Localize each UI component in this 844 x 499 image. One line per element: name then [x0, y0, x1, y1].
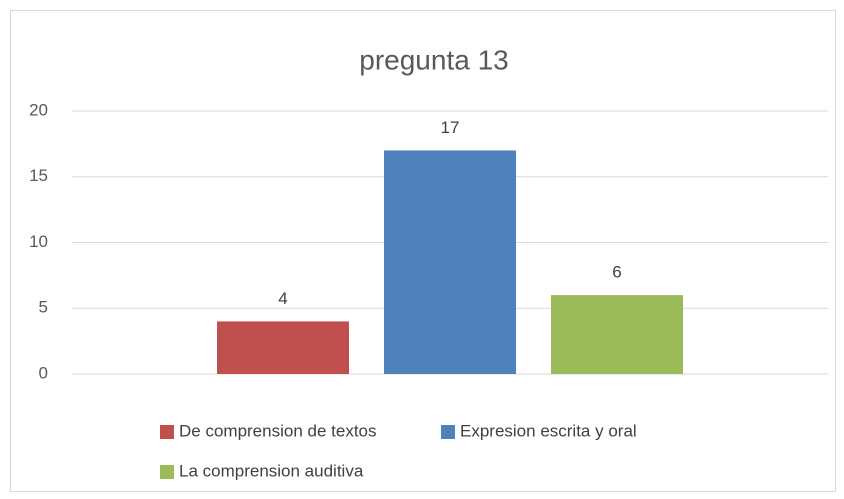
y-tick-label: 20 — [29, 100, 48, 119]
legend-label: La comprension auditiva — [179, 461, 364, 480]
data-label: 4 — [278, 289, 287, 308]
legend-swatch — [441, 425, 455, 439]
legend-label: Expresion escrita y oral — [460, 421, 637, 440]
y-tick-label: 10 — [29, 232, 48, 251]
bar — [217, 321, 349, 374]
bar — [551, 295, 683, 374]
legend-label: De comprension de textos — [179, 421, 377, 440]
data-label: 6 — [612, 263, 621, 282]
legend-swatch — [160, 425, 174, 439]
chart-title: pregunta 13 — [359, 44, 508, 75]
y-tick-label: 15 — [29, 166, 48, 185]
legend-swatch — [160, 465, 174, 479]
y-tick-label: 5 — [39, 298, 48, 317]
bar — [384, 150, 516, 374]
y-tick-label: 0 — [39, 363, 48, 382]
data-label: 17 — [441, 118, 460, 137]
